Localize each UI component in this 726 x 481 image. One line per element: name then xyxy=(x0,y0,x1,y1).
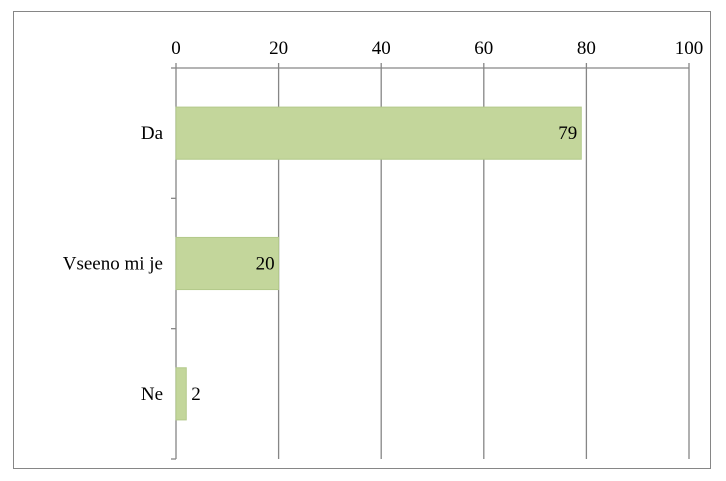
chart-frame xyxy=(13,11,711,469)
x-tick-label: 80 xyxy=(577,38,596,59)
x-tick-label: 0 xyxy=(171,38,181,59)
x-tick-label: 100 xyxy=(675,38,704,59)
x-tick-label: 20 xyxy=(269,38,288,59)
category-label: Ne xyxy=(141,384,163,405)
data-label: 2 xyxy=(191,384,201,405)
x-tick-label: 40 xyxy=(372,38,391,59)
data-label: 20 xyxy=(256,254,275,275)
bar xyxy=(175,236,280,291)
bar xyxy=(175,106,582,160)
data-label: 79 xyxy=(558,123,577,144)
bar xyxy=(175,367,187,421)
category-label: Vseeno mi je xyxy=(63,254,163,275)
x-tick-label: 60 xyxy=(474,38,493,59)
category-label: Da xyxy=(141,123,164,144)
